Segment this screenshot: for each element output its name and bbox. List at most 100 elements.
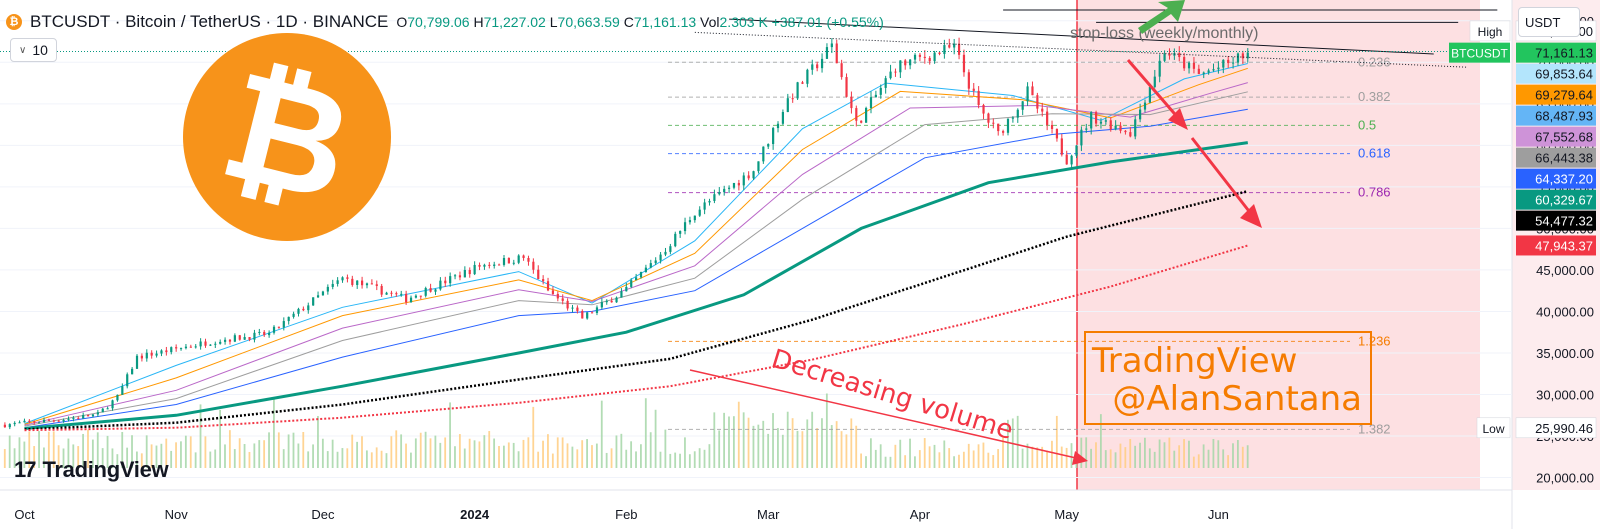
symbol-title[interactable]: BTCUSDT · Bitcoin / TetherUS · 1D · BINA… <box>30 12 389 31</box>
candle <box>365 283 369 286</box>
candle <box>385 292 388 295</box>
candle <box>982 104 985 114</box>
fib-level-label: 0.382 <box>1358 89 1391 104</box>
volume-bar <box>713 412 716 468</box>
candle <box>326 286 329 292</box>
currency-selector[interactable]: USDT <box>1518 7 1580 37</box>
price-label-text: 69,279.64 <box>1535 88 1593 103</box>
volume-bar <box>811 411 814 468</box>
volume-bar <box>1241 446 1244 468</box>
price-label-text: 47,943.37 <box>1535 238 1593 253</box>
volume-bar <box>1232 443 1234 468</box>
close-label: C <box>623 14 634 30</box>
time-tick-label: Dec <box>311 507 335 522</box>
candle <box>1183 57 1186 69</box>
volume-bar <box>424 431 427 468</box>
candle <box>605 300 608 303</box>
volume-bar <box>860 453 863 468</box>
volume-bar <box>938 452 941 468</box>
candle <box>860 120 863 123</box>
volume-bar <box>8 435 11 468</box>
volume-bar <box>669 453 672 468</box>
tradingview-logo[interactable]: 17 TradingView <box>14 457 169 483</box>
open-label: O <box>396 14 408 30</box>
volume-bar <box>458 434 461 468</box>
volume-bar <box>635 451 637 468</box>
candle <box>806 69 809 84</box>
candle <box>405 293 408 303</box>
candle <box>243 337 246 340</box>
candle <box>1006 118 1010 133</box>
volume-bar <box>67 438 70 468</box>
volume-bar <box>869 438 872 468</box>
candle <box>1227 59 1230 64</box>
volume-bar <box>918 450 921 468</box>
candle <box>47 419 51 421</box>
candle <box>772 128 775 145</box>
volume-bar <box>1021 448 1024 468</box>
volume-bar <box>752 425 755 468</box>
risk-zone <box>1077 0 1480 490</box>
candle <box>1060 138 1063 155</box>
volume-bar <box>219 409 221 468</box>
volume-bar <box>786 411 789 468</box>
indicators-toggle[interactable]: ∨ 10 <box>10 38 57 62</box>
volume-bar <box>1051 440 1053 468</box>
volume-bar <box>894 444 897 468</box>
candle <box>644 267 648 273</box>
candle <box>52 420 55 422</box>
candle <box>42 419 46 423</box>
volume-bar <box>307 451 310 468</box>
candle <box>801 82 804 84</box>
candle <box>468 269 471 275</box>
candle <box>953 43 956 48</box>
volume-bar <box>160 443 163 468</box>
candle <box>444 280 447 284</box>
candle <box>962 54 966 73</box>
close-value: 71,161.13 <box>633 14 697 30</box>
volume-bar <box>400 434 403 468</box>
candle <box>507 257 510 264</box>
candle <box>101 408 104 413</box>
volume-bar <box>253 443 256 468</box>
candle <box>336 280 339 284</box>
candle <box>957 43 961 55</box>
volume-bar <box>390 436 393 468</box>
candle <box>967 72 970 89</box>
volume-bar <box>277 432 280 468</box>
volume-bar <box>52 431 55 468</box>
watermark-line-1: TradingView <box>1091 341 1297 381</box>
volume-bar <box>825 393 828 468</box>
volume-bar <box>248 451 251 468</box>
price-label-box <box>1516 42 1596 63</box>
candle <box>972 88 975 91</box>
candle <box>1241 53 1244 59</box>
volume-bar <box>605 452 608 468</box>
price-tag-box <box>1449 42 1510 63</box>
volume-bar <box>654 409 657 468</box>
volume-bar <box>62 448 65 468</box>
volume-bar <box>781 434 784 468</box>
candle <box>424 288 427 296</box>
candle <box>302 308 305 311</box>
volume-bar <box>1065 447 1068 468</box>
candle <box>62 419 65 422</box>
candle <box>341 277 344 281</box>
volume-bar <box>874 449 877 468</box>
volume-bar <box>904 455 907 468</box>
bitcoin-icon: ₿ <box>6 14 22 30</box>
price-label-box <box>1516 126 1596 147</box>
volume-bar <box>454 446 456 468</box>
candle <box>483 264 486 267</box>
moving-average-line <box>24 141 1249 430</box>
price-label-box <box>1516 63 1596 84</box>
price-label-box <box>1516 189 1596 210</box>
time-tick-label: Jun <box>1208 507 1229 522</box>
price-label-text: 60,329.67 <box>1535 193 1593 208</box>
candle <box>184 346 188 349</box>
candle <box>312 297 315 306</box>
candle <box>498 264 501 266</box>
green-arrow-icon <box>1138 0 1185 34</box>
volume-bar <box>527 437 530 468</box>
